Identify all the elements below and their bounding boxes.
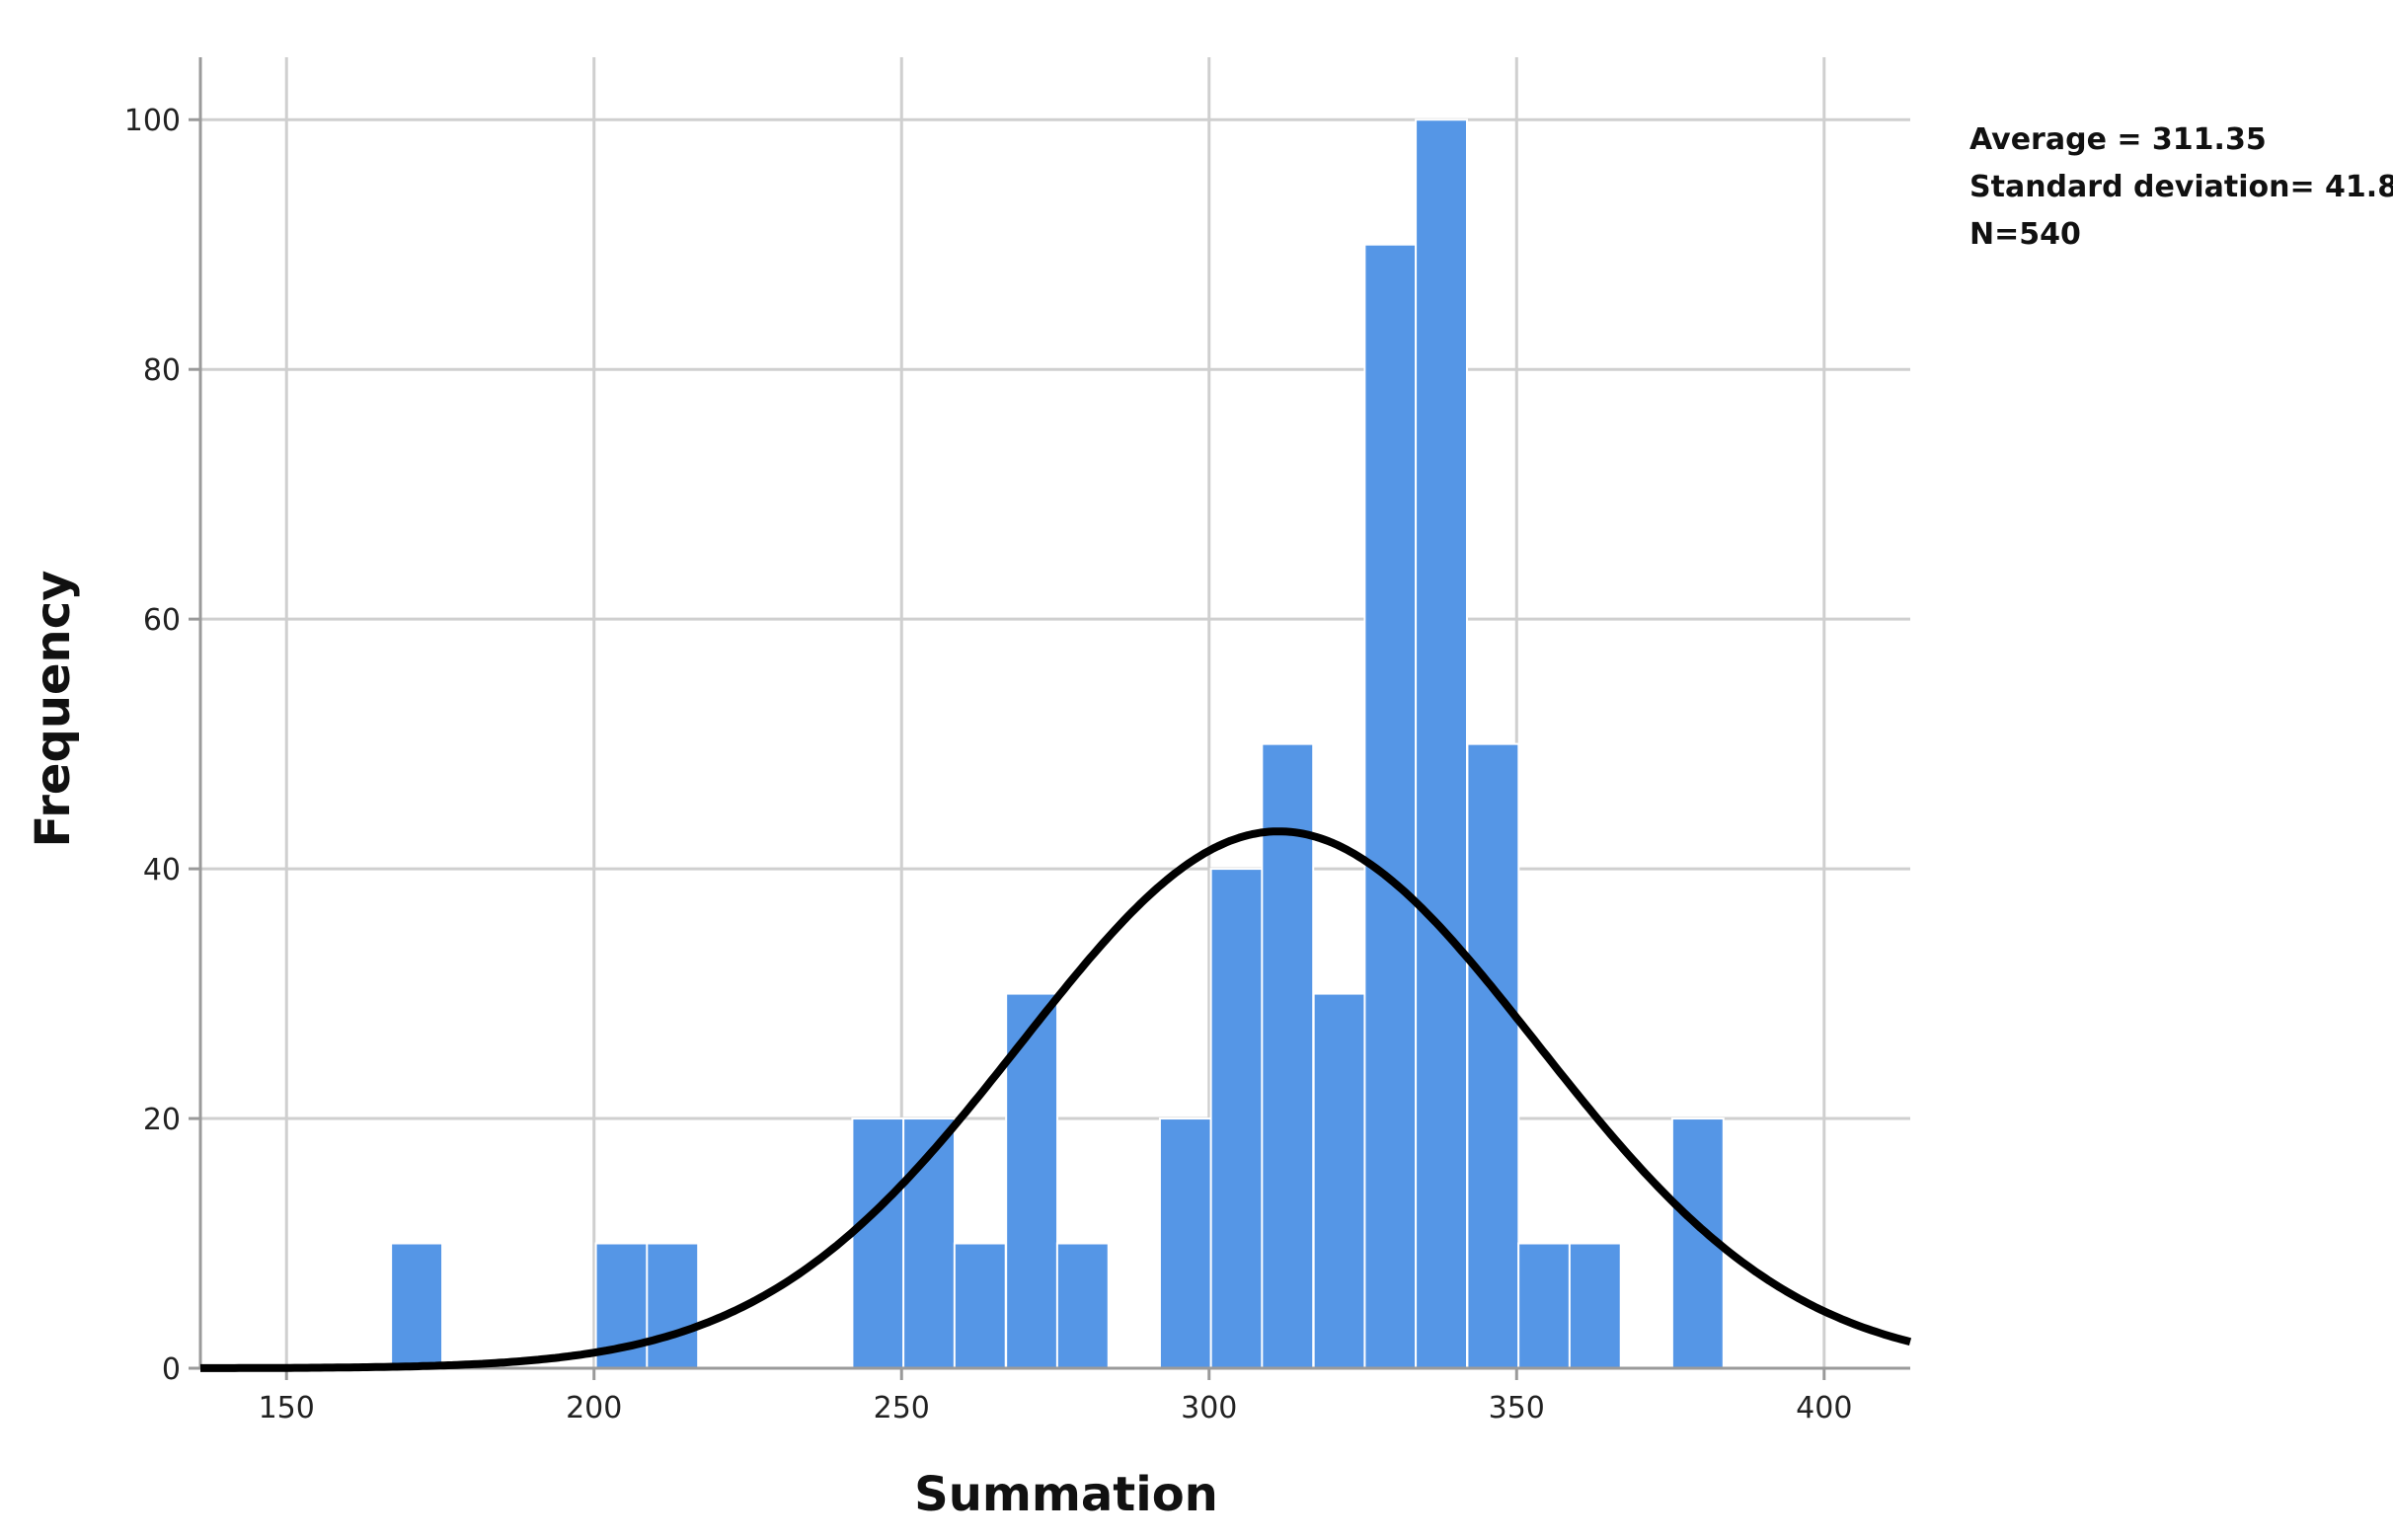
- normal-curve-group: [200, 827, 1912, 1372]
- y-tick-label: 80: [143, 353, 181, 388]
- histogram-bar: [1363, 243, 1418, 1370]
- y-axis-title: Frequency: [26, 571, 81, 848]
- histogram-bars: [390, 118, 1725, 1370]
- y-tick-label: 60: [143, 603, 181, 638]
- x-tick-label: 400: [1796, 1391, 1852, 1425]
- x-tick-label: 350: [1489, 1391, 1545, 1425]
- histogram-bar: [851, 1117, 905, 1369]
- y-tick-label: 20: [143, 1103, 181, 1137]
- stats-box: Average = 311.35 Standard deviation= 41.…: [1969, 116, 2393, 259]
- sd-stat: Standard deviation= 41.848: [1969, 170, 2393, 204]
- histogram-bar: [1261, 742, 1315, 1369]
- normal-curve: [200, 827, 1912, 1372]
- x-tick-label: 150: [259, 1391, 315, 1425]
- histogram-bar: [1209, 868, 1264, 1369]
- y-tick-label: 0: [162, 1352, 181, 1387]
- histogram-bar: [1415, 118, 1468, 1370]
- histogram-bar: [1055, 1242, 1110, 1369]
- y-tick-label: 40: [143, 853, 181, 887]
- histogram-bar: [1568, 1242, 1622, 1369]
- histogram-bar: [646, 1242, 700, 1369]
- x-tick-labels: 150 200 250 300 350 400: [259, 1391, 1853, 1425]
- n-stat: N=540: [1969, 217, 2081, 252]
- x-axis-title: Summation: [914, 1467, 1218, 1522]
- y-tick-labels: 0 20 40 60 80 100: [124, 104, 181, 1387]
- x-tick-label: 250: [874, 1391, 930, 1425]
- histogram-bar: [1466, 742, 1520, 1369]
- x-tick-label: 300: [1181, 1391, 1237, 1425]
- y-tick-label: 100: [124, 104, 181, 138]
- x-tick-label: 200: [566, 1391, 622, 1425]
- histogram-bar: [390, 1242, 444, 1369]
- average-stat: Average = 311.35: [1969, 122, 2267, 157]
- histogram-bar: [1158, 1117, 1212, 1369]
- histogram-bar: [1517, 1242, 1572, 1369]
- grid-lines: [200, 57, 1910, 1368]
- histogram-bar: [1312, 992, 1366, 1369]
- histogram-bar: [953, 1242, 1007, 1369]
- axes: [189, 57, 1910, 1380]
